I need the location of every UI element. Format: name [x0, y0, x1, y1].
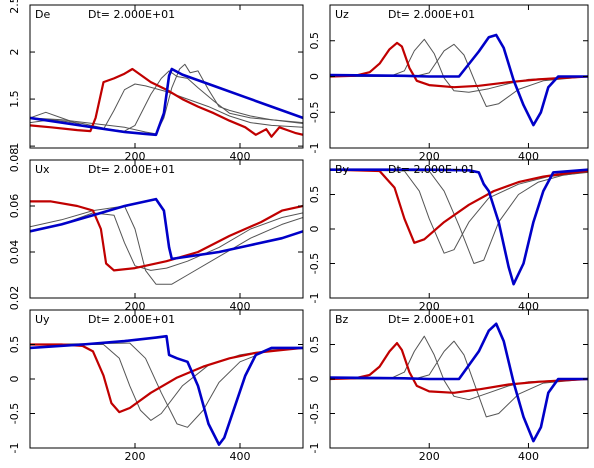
series-line-red-0	[30, 343, 303, 414]
dt-annotation: Dt= 2.000E+01	[388, 8, 475, 21]
plot-area	[330, 33, 588, 127]
y-tick-label: 0	[8, 376, 21, 383]
x-tick-label: 400	[518, 450, 539, 463]
y-tick-label: -0.5	[308, 403, 321, 424]
series-line-blue-3	[330, 33, 588, 127]
y-tick-label: 0	[308, 376, 321, 383]
panel-label: By	[335, 163, 350, 176]
panel-bz: 200 400 -1 -0.5 0 0.5 Bz Dt= 2.000E+01	[308, 309, 589, 463]
dt-annotation: Dt= 2.000E+01	[88, 313, 175, 326]
series-line-gray-4	[30, 63, 303, 135]
plot-area	[330, 168, 588, 286]
y-tick-label: 0	[308, 226, 321, 233]
y-tick-label: 0.5	[308, 32, 321, 50]
y-tick-label: -1	[308, 143, 321, 154]
panel-label: Ux	[35, 163, 50, 176]
y-tick-label: -1	[308, 443, 321, 454]
panel-frame	[29, 159, 304, 299]
y-tick-label: 0.06	[8, 194, 21, 219]
y-tick-label: 2.5	[8, 0, 21, 14]
x-tick-label: 200	[125, 450, 146, 463]
y-tick-label: 0.5	[308, 186, 321, 204]
panel-frame	[29, 4, 304, 149]
panel-uy: 200 400 -1 -0.5 0 0.5 Uy Dt= 2.000E+01	[8, 309, 304, 463]
series-line-gray-1	[330, 169, 588, 254]
series-line-gray-2	[330, 340, 588, 418]
series-line-gray-1	[330, 38, 588, 93]
plot-area	[30, 63, 303, 138]
y-tick-label: 0.5	[308, 336, 321, 354]
series-line-red-0	[330, 168, 588, 244]
y-tick-label: 2	[8, 49, 21, 56]
plot-area	[330, 322, 588, 443]
series-line-gray-2	[30, 342, 303, 428]
y-tick-label: -1	[8, 443, 21, 454]
y-tick-label: 0.02	[8, 286, 21, 311]
series-line-gray-2	[330, 43, 588, 107]
series-line-gray-2	[330, 169, 588, 264]
y-tick-label: -0.5	[8, 403, 21, 424]
dt-annotation: Dt= 2.000E+01	[388, 313, 475, 326]
panel-by: 200 400-1-0.500.5By Dt= 2.000E+01	[308, 159, 589, 313]
series-line-blue-1	[30, 67, 303, 137]
series-line-red-0	[30, 67, 303, 138]
series-line-blue-3	[330, 168, 588, 286]
panel-frame	[29, 309, 304, 449]
panel-label: Uz	[335, 8, 349, 21]
y-tick-label: 0	[308, 73, 321, 80]
x-tick-label: 400	[230, 450, 251, 463]
y-tick-label: 0.5	[8, 336, 21, 354]
series-line-blue-1	[30, 197, 303, 261]
series-line-red-0	[30, 200, 303, 272]
y-tick-label: 0.08	[8, 148, 21, 173]
y-tick-label: 1	[8, 143, 21, 150]
plot-area	[30, 197, 303, 285]
dt-annotation: Dt= 2.000E+01	[88, 163, 175, 176]
panel-label: Uy	[35, 313, 50, 326]
y-tick-label: 1.5	[8, 90, 21, 108]
series-line-gray-1	[330, 335, 588, 401]
x-tick-label: 200	[419, 450, 440, 463]
dt-annotation: Dt= 2.000E+01	[388, 163, 475, 176]
panel-label: Bz	[335, 313, 349, 326]
plot-area	[30, 334, 303, 446]
series-line-blue-3	[330, 322, 588, 443]
y-tick-label: -0.5	[308, 102, 321, 123]
series-line-gray-2	[30, 83, 303, 130]
series-line-blue-3	[30, 334, 303, 446]
dt-annotation: Dt= 2.000E+01	[88, 8, 175, 21]
panel-label: De	[35, 8, 50, 21]
y-tick-label: -1	[308, 293, 321, 304]
series-line-red-0	[330, 342, 588, 394]
y-tick-label: 0.04	[8, 240, 21, 265]
panel-uz: 200 400-1-0.500.5Uz Dt= 2.000E+01	[308, 4, 589, 163]
series-line-gray-3	[30, 205, 303, 285]
y-tick-label: -0.5	[308, 253, 321, 274]
series-line-red-0	[330, 41, 588, 89]
